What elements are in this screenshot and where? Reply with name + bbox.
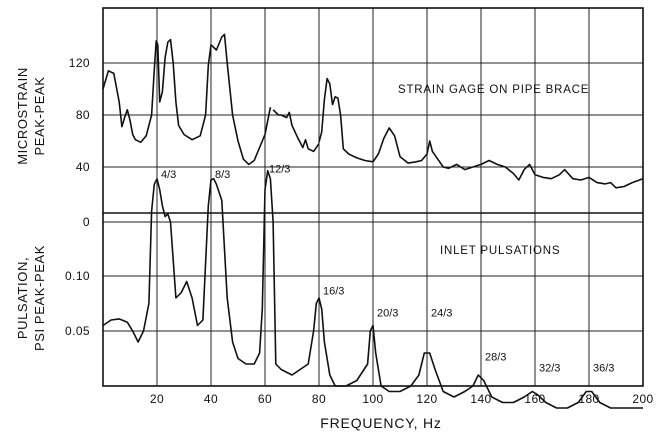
top-y-tick-label: 40 (76, 160, 90, 174)
plot-frame (102, 7, 644, 387)
top-y-tick-label: 80 (76, 108, 90, 122)
pulsation-series (102, 169, 643, 409)
bottom-ylabel-line-1: PULSATION, (15, 257, 30, 339)
x-tick-label: 60 (258, 392, 272, 406)
top-panel-annotation: STRAIN GAGE ON PIPE BRACE (398, 84, 589, 96)
strain-line-1 (272, 109, 320, 153)
top-panel-ylabel: MICROSTRAIN PEAK-PEAK (15, 67, 47, 165)
x-tick-label: 20 (150, 392, 164, 406)
x-tick-label: 120 (416, 392, 437, 406)
bottom-panel-ylabel: PULSATION, PSI PEAK-PEAK (15, 245, 47, 351)
x-tick-label: 40 (204, 392, 218, 406)
plot-border (102, 7, 644, 387)
peak-label: 36/3 (593, 363, 614, 375)
x-tick-label: 180 (578, 392, 599, 406)
x-tick-label: 80 (312, 392, 326, 406)
bottom-ylabel-line-2: PSI PEAK-PEAK (32, 245, 47, 351)
peak-label: 4/3 (161, 169, 176, 181)
peak-label: 8/3 (215, 169, 230, 181)
peak-label: 32/3 (539, 363, 560, 375)
x-tick-label: 100 (362, 392, 383, 406)
tick-labels: 20 40 60 80 100 120 140 160 180 200 120 80 40 0 0.10 0.… (65, 56, 653, 406)
peak-label: 12/3 (269, 164, 290, 176)
peak-label: 20/3 (377, 308, 398, 320)
pulsation-line-0 (102, 169, 643, 409)
strain-line-0 (102, 33, 272, 166)
bottom-y-tick-label: 0.10 (65, 269, 90, 283)
peak-label: 24/3 (431, 308, 452, 320)
grid (103, 8, 643, 386)
x-tick-label: 140 (470, 392, 491, 406)
peak-label: 16/3 (323, 286, 344, 298)
x-axis-label: FREQUENCY, Hz (320, 415, 441, 431)
bottom-panel-annotation: INLET PULSATIONS (440, 245, 560, 257)
x-tick-label: 200 (632, 392, 653, 406)
bottom-y-tick-label: 0 (83, 215, 90, 229)
strain-line-2 (318, 77, 644, 189)
top-ylabel-line-2: PEAK-PEAK (32, 76, 47, 155)
strain-series (102, 33, 644, 189)
peak-labels: 4/3 8/3 12/3 16/3 20/3 24/3 28/3 32/3 36/3 (161, 164, 614, 375)
top-ylabel-line-1: MICROSTRAIN (15, 67, 30, 165)
x-tick-label: 160 (524, 392, 545, 406)
peak-label: 28/3 (485, 352, 506, 364)
top-y-tick-label: 120 (69, 56, 90, 70)
bottom-y-tick-label: 0.05 (65, 324, 90, 338)
